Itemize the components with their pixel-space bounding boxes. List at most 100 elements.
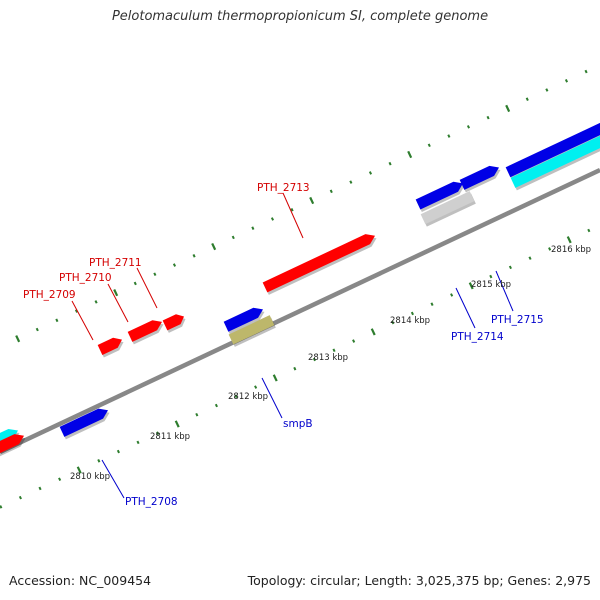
outer-tick [35,327,39,332]
inner-tick [156,431,160,435]
label-leader-line [455,287,476,329]
outer-tick [211,242,217,251]
gene-feature-red[interactable] [262,234,375,293]
outer-tick [388,161,392,166]
gene-label-pth2711[interactable]: PTH_2711 [89,257,142,269]
inner-tick [0,505,3,509]
inner-tick [18,495,22,500]
inner-tick [254,385,258,389]
inner-tick [430,302,434,306]
outer-tick [133,281,137,286]
outer-tick [564,79,569,83]
gene-feature-blue[interactable] [505,118,600,178]
gene-label-pth2714[interactable]: PTH_2714 [451,331,504,343]
inner-tick [38,486,42,491]
outer-tick [349,180,353,184]
inner-tick [293,366,297,371]
outer-tick [407,150,413,159]
inner-tick [332,348,336,353]
inner-tick [566,236,572,244]
gene-feature-blue[interactable] [223,307,263,332]
outer-tick [525,97,529,101]
label-leader-line [136,267,158,309]
outer-tick [329,189,333,194]
outer-tick [486,115,490,120]
tick-marks [0,69,591,509]
outer-tick [55,318,59,323]
gene-feature-blue[interactable] [459,165,499,190]
outer-tick [505,104,511,113]
gene-feature-red[interactable] [0,434,24,455]
inner-tick [508,265,512,270]
genome-stats-text: Topology: circular; Length: 3,025,375 bp… [247,573,591,588]
label-leader-line [71,300,94,341]
outer-tick [309,196,315,205]
inner-tick [391,320,395,325]
gene-feature-red[interactable] [162,314,184,331]
gene-feature-gray[interactable] [420,191,475,225]
outer-tick [94,300,98,304]
inner-tick [234,394,238,399]
inner-tick [489,274,493,279]
inner-tick [450,293,454,297]
gene-label-pth2715[interactable]: PTH_2715 [491,314,544,326]
gene-label-pth2708[interactable]: PTH_2708 [125,496,178,508]
gene-feature-red[interactable] [97,337,122,355]
inner-tick [272,374,278,382]
inner-tick [195,412,199,417]
inner-tick [76,466,82,474]
outer-tick [427,143,431,148]
inner-tick [136,440,140,445]
outer-tick [270,217,275,221]
scale-label-2814: 2814 kbp [390,316,430,326]
label-leader-line [495,270,514,312]
label-leader-line [101,459,125,499]
outer-tick [113,289,119,297]
outer-tick [251,226,255,230]
gene-label-smpb[interactable]: smpB [283,418,313,430]
label-leader-line [261,377,283,419]
outer-tick [192,254,196,258]
outer-tick [466,125,471,129]
outer-tick [74,309,79,313]
gene-feature-blue[interactable] [415,181,463,210]
inner-tick [214,403,218,408]
outer-tick [584,69,588,74]
inner-tick [58,477,62,482]
outer-tick [153,272,157,277]
inner-tick [174,420,180,428]
gene-label-pth2713[interactable]: PTH_2713 [257,182,310,194]
scale-label-2813: 2813 kbp [308,353,348,363]
scale-label-2815: 2815 kbp [471,280,511,290]
gene-label-pth2709[interactable]: PTH_2709 [23,289,76,301]
inner-tick [312,357,316,362]
gene-feature-cyan[interactable] [510,128,600,188]
scale-label-2816: 2816 kbp [551,245,591,255]
gene-feature-olive[interactable] [228,315,275,345]
gene-features[interactable] [0,118,600,457]
scale-label-2811: 2811 kbp [150,432,190,442]
gene-feature-blue[interactable] [59,408,108,437]
inner-tick [468,282,474,290]
outer-tick [231,235,235,240]
label-leader-line [282,192,304,239]
accession-text: Accession: NC_009454 [9,573,152,588]
outer-tick [290,207,294,212]
genome-backbone [0,167,600,455]
outer-tick [172,263,177,267]
inner-tick [587,228,591,233]
label-leader-line [107,283,129,323]
inner-tick [97,459,101,463]
gene-label-pth2710[interactable]: PTH_2710 [59,272,112,284]
inner-tick [370,328,376,336]
map-title: Pelotomaculum thermopropionicum SI, comp… [111,9,489,24]
inner-tick [410,311,414,316]
gene-feature-red[interactable] [127,320,162,342]
outer-tick [545,88,549,92]
label-leaders [71,192,514,499]
scale-label-2810: 2810 kbp [70,472,110,482]
inner-tick [528,256,532,260]
outer-tick [368,171,373,175]
outer-tick [15,335,21,343]
